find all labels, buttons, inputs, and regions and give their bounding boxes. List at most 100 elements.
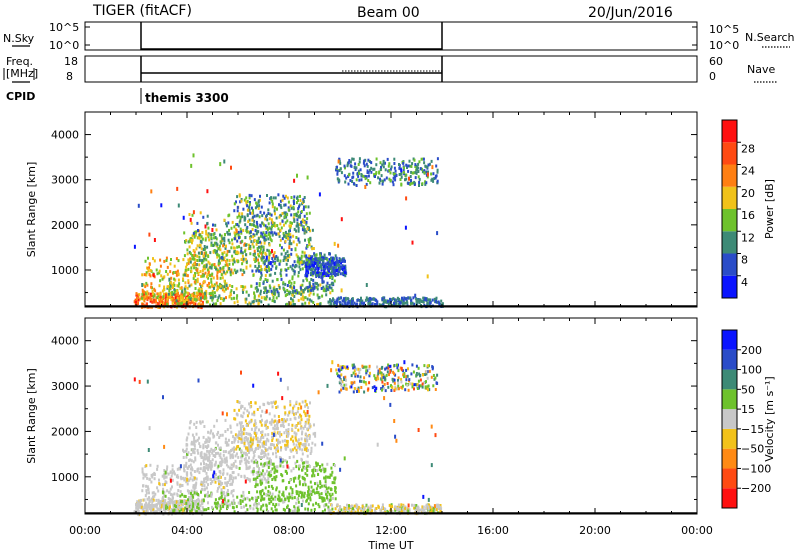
data-cell xyxy=(245,446,247,450)
data-cell xyxy=(373,374,376,378)
data-cell xyxy=(277,232,280,236)
data-cell xyxy=(264,233,266,237)
data-cell xyxy=(254,477,257,481)
data-cell xyxy=(193,297,196,301)
data-cell xyxy=(135,503,137,507)
data-cell xyxy=(307,406,310,410)
data-cell xyxy=(383,387,386,391)
data-cell xyxy=(194,253,197,257)
data-cell xyxy=(163,490,166,494)
data-cell xyxy=(182,450,185,454)
data-cell xyxy=(292,406,295,410)
colorbar-segment xyxy=(722,186,737,209)
data-cell xyxy=(201,269,204,273)
data-cell xyxy=(184,506,187,510)
data-cell xyxy=(245,462,248,466)
data-cell xyxy=(283,196,286,200)
data-cell xyxy=(340,296,342,300)
data-cell xyxy=(156,272,159,276)
data-cell xyxy=(397,379,399,382)
data-cell xyxy=(382,375,385,379)
data-cell xyxy=(187,300,190,304)
data-cell xyxy=(232,501,235,505)
data-cell xyxy=(256,483,259,487)
data-cell xyxy=(209,482,212,485)
data-cell xyxy=(191,213,194,217)
data-cell xyxy=(293,219,296,223)
data-cell xyxy=(305,449,308,453)
data-cell xyxy=(163,476,166,480)
data-cell xyxy=(230,165,232,170)
data-cell xyxy=(273,465,276,469)
data-cell xyxy=(330,266,333,270)
data-cell xyxy=(288,496,291,500)
data-cell xyxy=(252,273,255,277)
data-cell xyxy=(221,252,224,256)
data-cell xyxy=(250,401,252,404)
data-cell xyxy=(223,250,226,254)
data-cell xyxy=(357,163,360,166)
data-cell xyxy=(230,449,233,453)
data-cell xyxy=(304,420,307,424)
data-cell xyxy=(310,267,313,271)
data-cell xyxy=(289,302,292,306)
data-cell xyxy=(277,449,279,453)
data-cell xyxy=(190,491,192,495)
data-cell xyxy=(287,206,290,210)
data-cell xyxy=(354,374,357,378)
data-cell xyxy=(279,272,282,276)
data-cell xyxy=(260,205,263,209)
data-cell xyxy=(275,255,278,258)
data-cell xyxy=(226,484,229,487)
data-cell xyxy=(216,299,219,302)
data-cell xyxy=(325,265,328,269)
data-cell xyxy=(368,364,371,368)
data-cell xyxy=(204,296,207,300)
data-cell xyxy=(317,261,320,265)
data-cell xyxy=(368,160,371,163)
data-cell xyxy=(271,220,274,224)
data-cell xyxy=(413,503,416,507)
data-cell xyxy=(358,178,361,182)
data-cell xyxy=(169,262,172,266)
data-cell xyxy=(237,440,240,444)
data-cell xyxy=(168,289,171,293)
data-cell xyxy=(297,199,299,202)
data-cell xyxy=(173,504,176,508)
data-cell xyxy=(426,274,429,279)
data-cell xyxy=(197,451,200,455)
data-cell xyxy=(381,297,384,301)
data-cell xyxy=(334,254,337,258)
data-cell xyxy=(262,440,265,444)
data-cell xyxy=(385,373,388,377)
data-cell xyxy=(254,206,257,210)
data-cell xyxy=(236,205,239,209)
data-cell xyxy=(318,295,321,299)
data-cell xyxy=(268,256,271,260)
data-cell xyxy=(348,507,350,510)
data-cell xyxy=(343,506,346,510)
data-cell xyxy=(192,499,195,503)
data-cell xyxy=(212,244,215,247)
data-cell xyxy=(256,202,259,206)
data-cell xyxy=(399,508,401,511)
data-cell xyxy=(276,224,279,227)
data-cell xyxy=(231,285,234,288)
data-cell xyxy=(386,157,389,161)
data-cell xyxy=(304,414,307,418)
data-cell xyxy=(240,404,243,408)
data-cell xyxy=(309,496,312,500)
data-cell xyxy=(266,401,269,405)
data-cell xyxy=(237,233,240,237)
data-cell xyxy=(331,257,334,261)
data-cell xyxy=(267,489,270,493)
data-cell xyxy=(422,299,425,303)
data-cell xyxy=(404,301,407,305)
data-cell xyxy=(307,443,310,447)
data-cell xyxy=(440,507,443,511)
data-cell xyxy=(318,192,321,197)
data-cell xyxy=(281,198,284,202)
data-cell xyxy=(278,496,281,500)
data-cell xyxy=(298,223,301,226)
data-cell xyxy=(150,294,153,298)
